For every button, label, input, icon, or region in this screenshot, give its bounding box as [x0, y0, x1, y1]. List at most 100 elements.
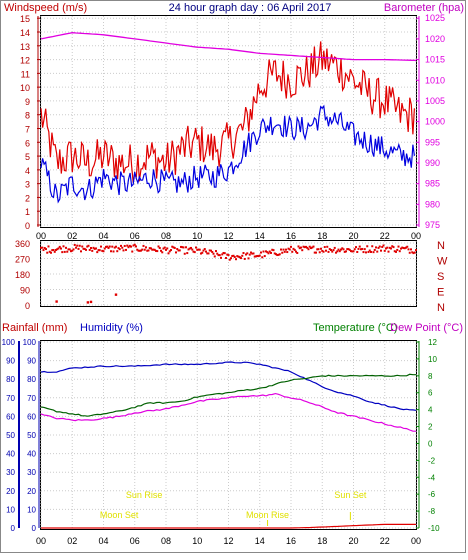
wind-avg-line — [40, 104, 415, 204]
direction-point — [165, 248, 167, 251]
direction-point — [220, 256, 222, 259]
wind-x-tick-label: 22 — [380, 231, 390, 241]
direction-point — [226, 253, 229, 256]
direction-point — [88, 248, 91, 251]
wind-tick-label: 13 — [20, 42, 30, 52]
direction-point — [402, 247, 405, 250]
direction-point — [216, 252, 219, 255]
temperature-tick-label: -8 — [428, 507, 436, 516]
direction-point — [130, 245, 132, 248]
rainfall-label: Rainfall (mm) — [2, 322, 67, 334]
dewpoint-line — [40, 392, 416, 432]
direction-point — [382, 244, 385, 247]
direction-point — [125, 248, 127, 251]
rainfall-line — [41, 523, 416, 529]
direction-point — [120, 244, 122, 247]
direction-point — [396, 248, 399, 251]
direction-point — [170, 249, 172, 252]
direction-point — [107, 246, 110, 249]
temperature-tick-label: 2 — [428, 423, 433, 432]
direction-point — [257, 255, 260, 258]
direction-point — [332, 249, 335, 252]
climate-x-tick-label: 04 — [98, 536, 108, 546]
direction-point — [390, 247, 392, 250]
direction-point — [398, 250, 401, 253]
direction-point — [300, 246, 302, 249]
direction-point — [211, 251, 214, 254]
direction-point — [265, 250, 267, 253]
direction-point — [98, 249, 101, 252]
dir-tick-label: 180 — [15, 270, 30, 280]
direction-point — [75, 246, 77, 249]
direction-point — [355, 246, 357, 249]
direction-point — [380, 249, 382, 252]
direction-point — [338, 250, 341, 253]
temperature-label: Temperature (°C) — [313, 322, 397, 334]
direction-point — [145, 246, 147, 249]
direction-point — [335, 251, 337, 254]
wind-tick-label: 12 — [20, 56, 30, 66]
direction-point — [146, 249, 149, 252]
direction-point — [115, 245, 117, 248]
direction-point — [331, 250, 334, 253]
direction-point — [177, 249, 180, 252]
direction-point — [328, 248, 331, 251]
direction-point — [175, 251, 177, 254]
direction-point — [78, 244, 81, 247]
compass-label: E — [437, 287, 444, 299]
direction-point — [287, 247, 290, 250]
direction-point — [378, 245, 381, 248]
direction-point — [258, 254, 261, 257]
direction-point — [298, 247, 301, 250]
direction-point — [240, 257, 242, 260]
direction-point — [128, 244, 131, 247]
direction-point — [85, 248, 87, 251]
barometer-line — [40, 32, 417, 62]
direction-point — [101, 249, 104, 252]
direction-point — [283, 250, 286, 253]
direction-point — [148, 247, 151, 250]
direction-point — [316, 248, 319, 251]
direction-point — [272, 249, 275, 252]
direction-point — [112, 250, 115, 253]
humidity-tick-label: 70 — [27, 394, 36, 403]
direction-point — [315, 251, 317, 254]
direction-point — [171, 245, 174, 248]
direction-point — [223, 252, 226, 255]
humidity-tick-label: 50 — [27, 431, 36, 440]
humidity-tick-label: 90 — [27, 357, 36, 366]
direction-point — [83, 247, 86, 250]
direction-point — [321, 249, 324, 252]
direction-point — [202, 249, 205, 252]
direction-point — [241, 254, 244, 257]
direction-point — [143, 248, 146, 251]
direction-point — [342, 248, 345, 251]
direction-point — [157, 245, 160, 248]
wind-x-tick-label: 06 — [130, 231, 140, 241]
direction-point — [405, 246, 407, 249]
humidity-tick-label: 20 — [27, 487, 36, 496]
wind-tick-label: 9 — [25, 97, 30, 107]
climate-series — [40, 361, 417, 529]
direction-point — [68, 248, 71, 251]
barometer-tick-label: 980 — [425, 199, 440, 209]
direction-point — [56, 248, 59, 251]
humidity-tick-label: 80 — [27, 375, 36, 384]
direction-point — [292, 247, 295, 250]
direction-point — [290, 245, 292, 248]
direction-point — [358, 245, 361, 248]
direction-point — [247, 257, 250, 260]
direction-point — [253, 255, 256, 258]
direction-point — [288, 248, 291, 251]
direction-point — [270, 251, 272, 254]
direction-outlier-point — [114, 293, 118, 296]
direction-point — [276, 254, 279, 257]
direction-point — [197, 248, 200, 251]
direction-point — [200, 252, 202, 255]
rain-tick-label: 80 — [6, 375, 15, 384]
direction-point — [410, 248, 412, 251]
climate-x-tick-label: 00 — [411, 536, 421, 546]
annotation-label: Moon Set — [100, 510, 139, 520]
direction-point — [90, 246, 92, 249]
direction-point — [58, 245, 61, 248]
